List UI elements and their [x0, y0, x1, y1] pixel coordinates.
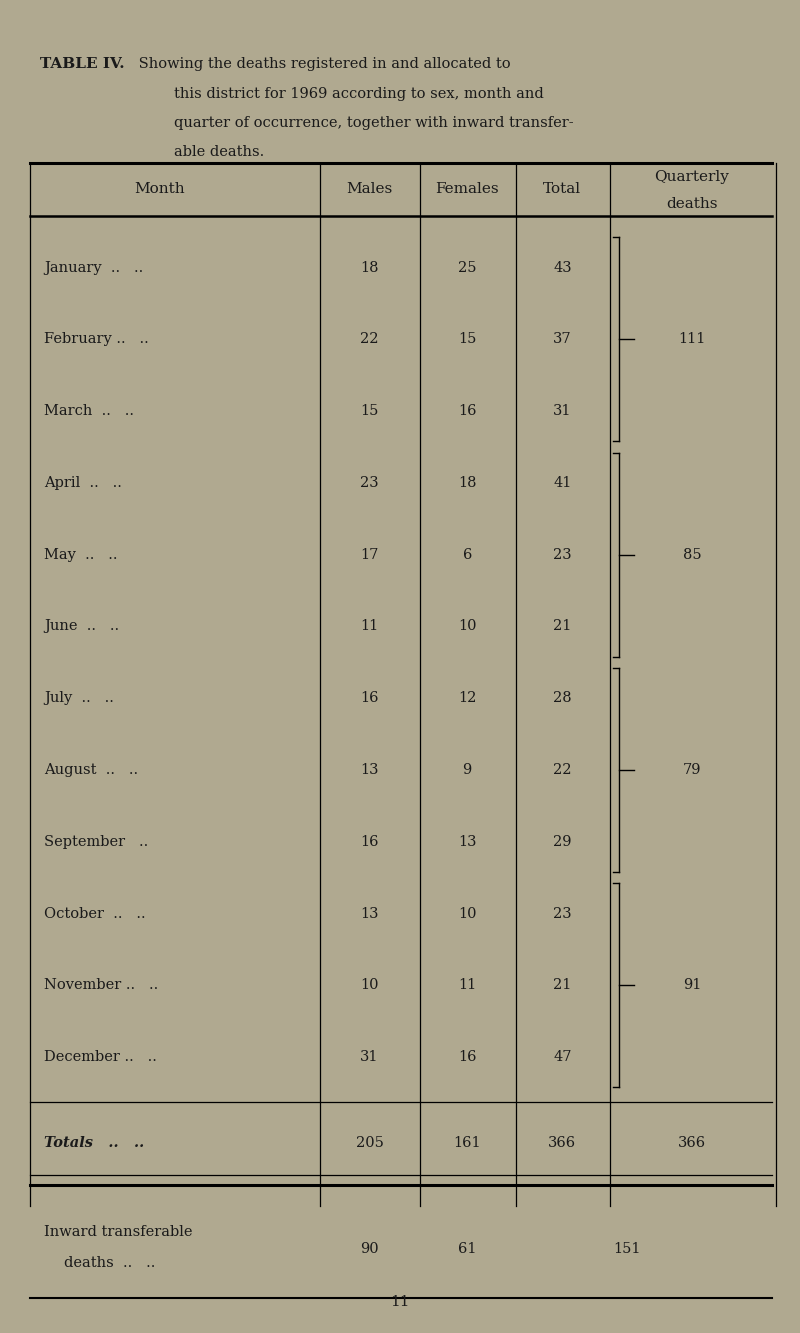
Text: June  ..   ..: June .. ..	[44, 620, 119, 633]
Text: 205: 205	[356, 1136, 383, 1150]
Text: 23: 23	[360, 476, 379, 491]
Text: October  ..   ..: October .. ..	[44, 906, 146, 921]
Text: 10: 10	[458, 906, 477, 921]
Text: deaths: deaths	[666, 197, 718, 211]
Text: Totals   ..   ..: Totals .. ..	[44, 1136, 144, 1150]
Text: 151: 151	[614, 1242, 641, 1257]
Text: 10: 10	[360, 978, 379, 992]
Text: 28: 28	[553, 692, 572, 705]
Text: 11: 11	[361, 620, 378, 633]
Text: 13: 13	[458, 834, 477, 849]
Text: 11: 11	[458, 978, 476, 992]
Text: 16: 16	[360, 692, 379, 705]
Text: 16: 16	[458, 404, 477, 419]
Text: Showing the deaths registered in and allocated to: Showing the deaths registered in and all…	[134, 57, 511, 72]
Text: May  ..   ..: May .. ..	[44, 548, 118, 561]
Text: 25: 25	[458, 261, 477, 275]
Text: 12: 12	[458, 692, 476, 705]
Text: 29: 29	[553, 834, 572, 849]
Text: quarter of occurrence, together with inward transfer-: quarter of occurrence, together with inw…	[174, 116, 574, 131]
Text: 90: 90	[360, 1242, 379, 1257]
Text: 21: 21	[554, 620, 571, 633]
Text: 31: 31	[553, 404, 572, 419]
Text: 37: 37	[553, 332, 572, 347]
Text: 23: 23	[553, 906, 572, 921]
Text: able deaths.: able deaths.	[174, 145, 265, 160]
Text: 9: 9	[462, 762, 472, 777]
Text: 16: 16	[458, 1050, 477, 1064]
Text: 15: 15	[458, 332, 476, 347]
Text: March  ..   ..: March .. ..	[44, 404, 134, 419]
Text: 366: 366	[678, 1136, 706, 1150]
Text: this district for 1969 according to sex, month and: this district for 1969 according to sex,…	[174, 87, 544, 101]
Text: Males: Males	[346, 183, 393, 196]
Text: 10: 10	[458, 620, 477, 633]
Text: 31: 31	[360, 1050, 379, 1064]
Text: September   ..: September ..	[44, 834, 148, 849]
Text: July  ..   ..: July .. ..	[44, 692, 114, 705]
Text: 61: 61	[458, 1242, 477, 1257]
Text: 22: 22	[553, 762, 572, 777]
Text: 13: 13	[360, 762, 379, 777]
Text: 85: 85	[682, 548, 702, 561]
Text: Inward transferable: Inward transferable	[44, 1225, 193, 1240]
Text: 11: 11	[390, 1294, 410, 1309]
Text: 366: 366	[548, 1136, 577, 1150]
Text: 22: 22	[360, 332, 379, 347]
Text: TABLE IV.: TABLE IV.	[40, 57, 125, 72]
Text: 91: 91	[683, 978, 701, 992]
Text: 21: 21	[554, 978, 571, 992]
Text: Month: Month	[134, 183, 186, 196]
Text: 18: 18	[458, 476, 477, 491]
Text: February ..   ..: February .. ..	[44, 332, 149, 347]
Text: 43: 43	[553, 261, 572, 275]
Text: 15: 15	[361, 404, 378, 419]
Text: November ..   ..: November .. ..	[44, 978, 158, 992]
Text: January  ..   ..: January .. ..	[44, 261, 143, 275]
Text: 79: 79	[682, 762, 702, 777]
Text: 6: 6	[462, 548, 472, 561]
Text: 41: 41	[554, 476, 571, 491]
Text: 16: 16	[360, 834, 379, 849]
Text: 13: 13	[360, 906, 379, 921]
Text: 23: 23	[553, 548, 572, 561]
Text: 47: 47	[553, 1050, 572, 1064]
Text: April  ..   ..: April .. ..	[44, 476, 122, 491]
Text: Females: Females	[435, 183, 499, 196]
Text: 17: 17	[361, 548, 378, 561]
Text: deaths  ..   ..: deaths .. ..	[64, 1256, 155, 1270]
Text: 18: 18	[360, 261, 379, 275]
Text: August  ..   ..: August .. ..	[44, 762, 138, 777]
Text: 161: 161	[454, 1136, 481, 1150]
Text: Total: Total	[543, 183, 582, 196]
Text: 111: 111	[678, 332, 706, 347]
Text: Quarterly: Quarterly	[654, 171, 730, 184]
Text: December ..   ..: December .. ..	[44, 1050, 157, 1064]
